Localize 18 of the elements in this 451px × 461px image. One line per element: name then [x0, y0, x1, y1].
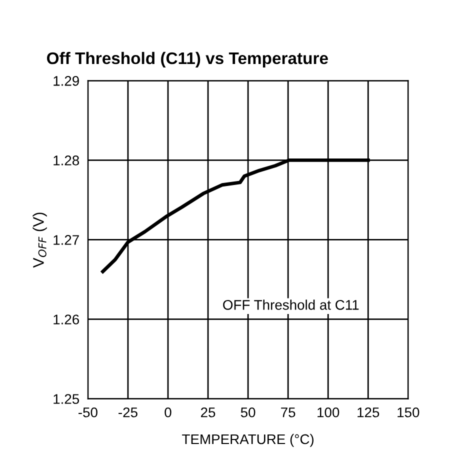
text: OFF Threshold at C11 [223, 300, 359, 310]
x-tick-label: 100 [318, 407, 340, 418]
x-tick-label: 50 [240, 407, 256, 418]
x-tick-label: 0 [164, 407, 172, 418]
y-tick-label: 1.26 [54, 314, 80, 324]
x-tick-label: 150 [398, 407, 420, 418]
y-tick-label: 1.27 [54, 235, 79, 245]
x-axis-title: TEMPERATURE (°C) [182, 434, 314, 447]
x-tick-label: 25 [201, 407, 216, 418]
y-tick-label: 1.29 [54, 76, 79, 86]
y-tick-label: 1.28 [54, 156, 80, 166]
x-tick-label: 125 [358, 407, 380, 418]
chart-title: Off Threshold (C11) vs Temperature [47, 52, 328, 68]
y-axis-title: V$_{OFF}$ (V) [32, 212, 47, 268]
x-tick-label: 75 [281, 408, 296, 418]
y-tick-label: 1.25 [54, 394, 80, 404]
x-tick-label: -25 [118, 407, 138, 418]
x-tick-label: -50 [78, 407, 98, 418]
